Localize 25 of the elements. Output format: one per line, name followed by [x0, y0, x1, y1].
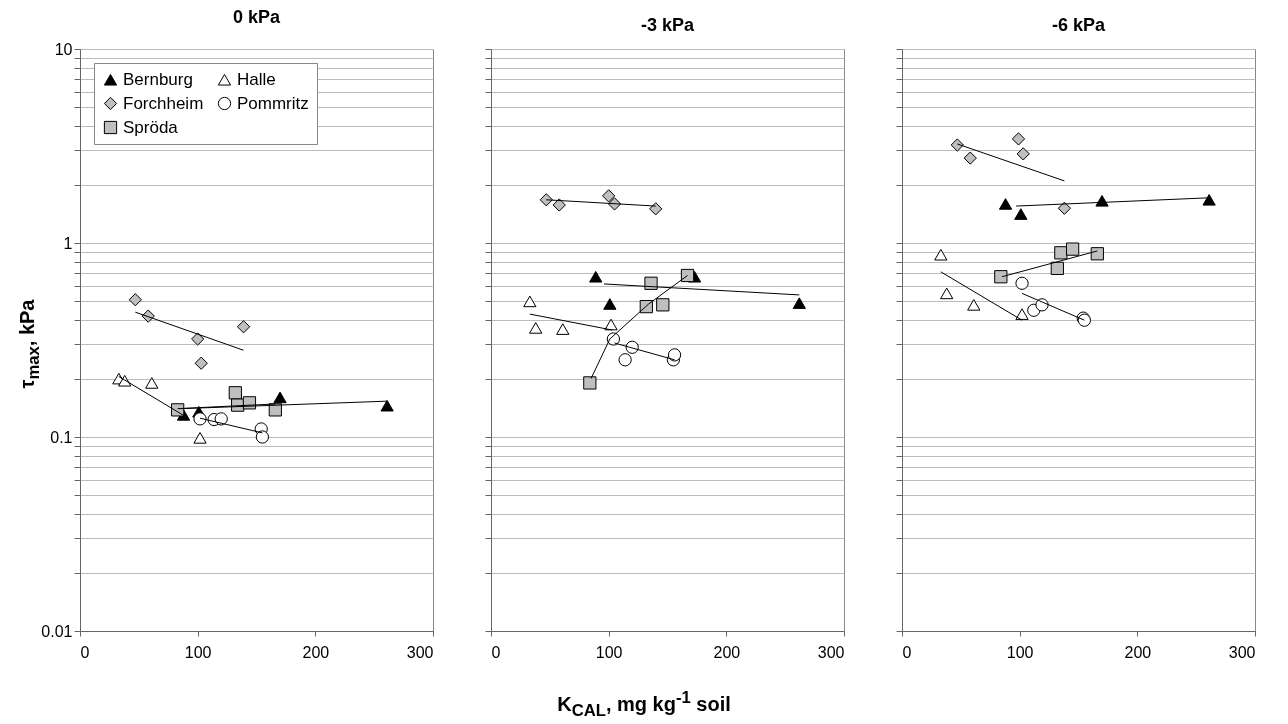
x-axis-title: K$_{CAL}$, mg kg$^{-1}$ soil	[556, 688, 732, 721]
chart-title: -3 kPa	[640, 14, 695, 35]
legend-label: Halle	[237, 69, 276, 89]
x-tick-label: 100	[595, 643, 623, 661]
chart-title: 0 kPa	[232, 7, 281, 27]
y-tick-label: 1	[63, 234, 73, 252]
x-tick-label: 100	[184, 643, 212, 661]
chart-title: -6 kPa	[1051, 14, 1106, 35]
x-tick-label: 300	[1228, 643, 1256, 661]
legend-label: Forchheim	[123, 93, 204, 113]
y-tick-label: 0.01	[41, 622, 73, 640]
x-tick-label: 100	[1006, 643, 1034, 661]
legend-label: Bernburg	[123, 69, 193, 89]
y-tick-label: 0.1	[50, 428, 73, 446]
x-tick-label: 0	[491, 643, 501, 661]
x-tick-label: 300	[817, 643, 845, 661]
x-tick-label: 0	[902, 643, 912, 661]
x-tick-label: 300	[406, 643, 434, 661]
x-tick-label: 200	[302, 643, 330, 661]
y-tick-label: 10	[54, 40, 73, 58]
x-tick-label: 200	[713, 643, 741, 661]
x-tick-label: 0	[80, 643, 90, 661]
x-tick-label: 200	[1124, 643, 1152, 661]
legend-label: Pommritz	[237, 93, 309, 113]
legend-label: Spröda	[123, 117, 179, 137]
